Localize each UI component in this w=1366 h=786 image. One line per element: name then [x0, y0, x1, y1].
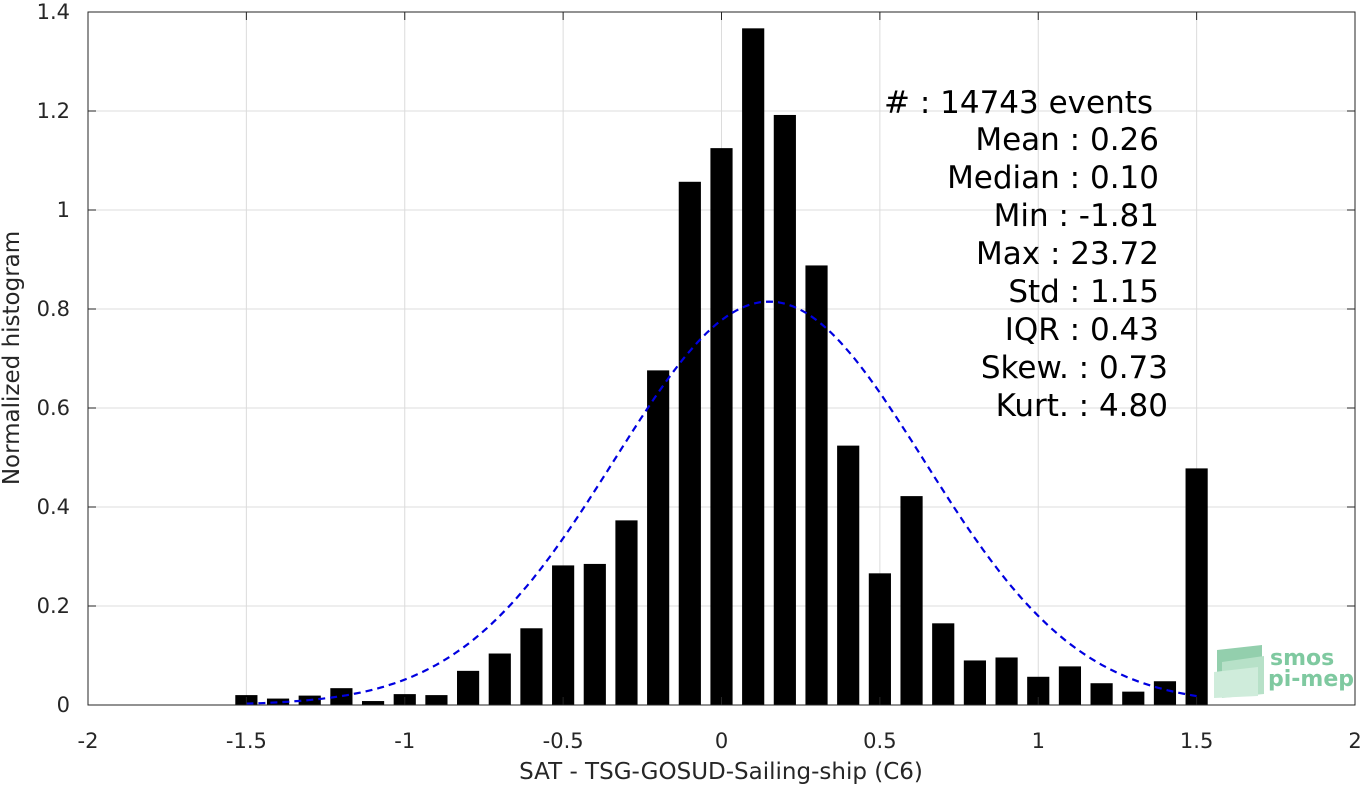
y-tick-label: 0.4	[37, 495, 70, 519]
stats-min: Min : -1.81	[994, 198, 1159, 234]
x-axis-label: SAT - TSG-GOSUD-Sailing-ship (C6)	[519, 759, 923, 785]
histogram-bar	[1122, 691, 1145, 705]
normal-fit-curve	[246, 300, 1197, 705]
x-tick-label: -0.5	[543, 729, 584, 753]
x-tick-label: 0	[715, 729, 728, 753]
x-tick-label: -1	[394, 729, 415, 753]
stats-max: Max : 23.72	[976, 236, 1159, 272]
y-tick-label: 0.8	[37, 297, 70, 321]
stats-count: # : 14743 events	[884, 85, 1153, 121]
histogram-bar	[932, 623, 955, 705]
histogram-bar	[457, 670, 480, 705]
histogram-bar	[1090, 683, 1113, 705]
histogram-bar	[583, 563, 606, 705]
stats-skew: Skew. : 0.73	[981, 350, 1168, 386]
x-axis-ticks: -2 -1.5 -1 -0.5 0 0.5 1 1.5 2	[78, 12, 1362, 753]
stats-std: Std : 1.15	[1008, 274, 1159, 310]
stats-iqr: IQR : 0.43	[1005, 312, 1159, 348]
y-axis-ticks: 0 0.2 0.4 0.6 0.8 1 1.2 1.4	[37, 0, 1355, 717]
y-tick-label: 1	[57, 198, 70, 222]
y-tick-label: 0.2	[37, 594, 70, 618]
histogram-bar	[837, 445, 860, 705]
histogram-bar	[963, 660, 986, 705]
histogram-bar	[1185, 468, 1208, 705]
histogram-bar	[900, 496, 923, 705]
histogram-bar	[868, 573, 891, 705]
y-tick-label: 0.6	[37, 396, 70, 420]
y-tick-label: 0	[57, 693, 70, 717]
stats-kurt: Kurt. : 4.80	[996, 388, 1168, 424]
histogram-bar	[647, 370, 670, 705]
x-tick-label: -2	[78, 729, 99, 753]
stats-median: Median : 0.10	[947, 160, 1159, 196]
y-tick-label: 1.4	[37, 0, 70, 24]
histogram-bar	[710, 148, 733, 705]
y-axis-label: Normalized histogram	[0, 231, 25, 485]
histogram-bar	[615, 520, 638, 705]
histogram-bar	[425, 695, 448, 705]
y-tick-label: 1.2	[37, 99, 70, 123]
histogram-bar	[330, 688, 353, 705]
histogram-bar	[361, 701, 385, 705]
stats-mean: Mean : 0.26	[975, 122, 1159, 158]
x-tick-label: 2	[1348, 729, 1361, 753]
histogram-bar	[1027, 676, 1050, 705]
histogram-bar	[773, 114, 796, 705]
histogram-bars	[235, 28, 1208, 705]
histogram-bar	[995, 657, 1018, 705]
x-tick-label: 1.5	[1180, 729, 1213, 753]
x-tick-label: 1	[1032, 729, 1045, 753]
histogram-bar	[552, 565, 575, 705]
smos-pi-mep-logo: smos pi-mep	[1214, 645, 1354, 698]
histogram-bar	[1058, 666, 1082, 705]
x-tick-label: -1.5	[226, 729, 267, 753]
histogram-bar	[805, 265, 828, 705]
histogram-bar	[742, 28, 765, 705]
logo-line1: smos	[1270, 646, 1334, 671]
histogram-bar	[488, 653, 511, 705]
histogram-bar	[1153, 681, 1177, 705]
logo-waves-icon	[1214, 645, 1264, 698]
stats-box: # : 14743 events Mean : 0.26 Median : 0.…	[884, 85, 1168, 424]
histogram-bar	[678, 181, 701, 705]
histogram-bar	[266, 698, 290, 705]
logo-line2: pi-mep	[1268, 667, 1354, 692]
x-tick-label: 0.5	[863, 729, 896, 753]
histogram-bar	[520, 628, 543, 705]
